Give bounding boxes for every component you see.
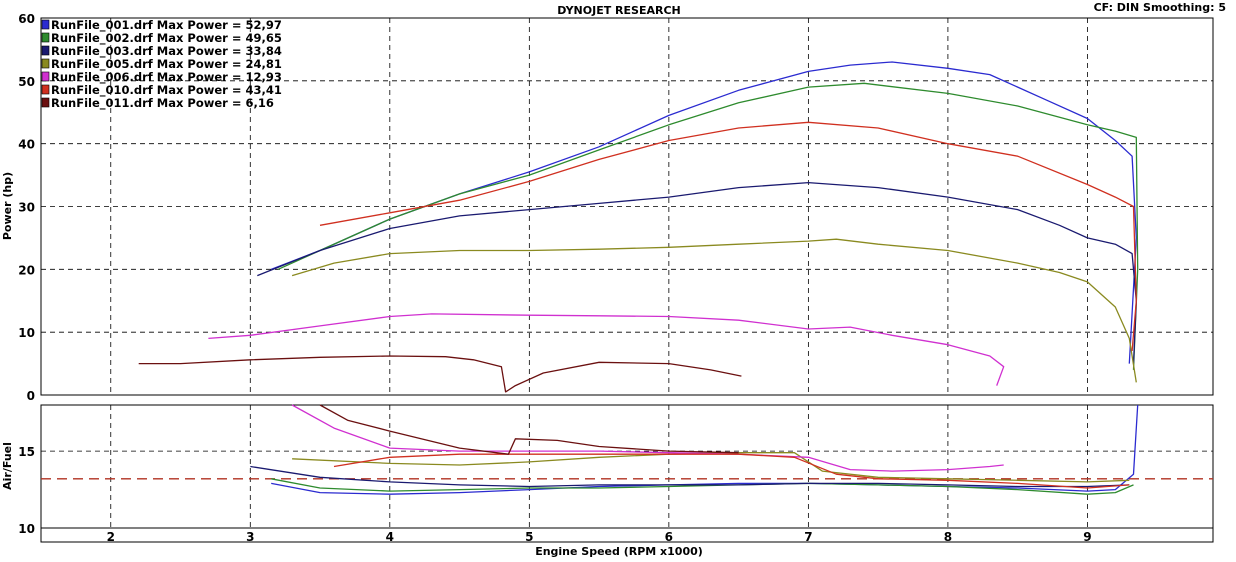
power-line-series-3 [257,181,1137,364]
legend-swatch [41,58,50,69]
x-tick-label: 7 [804,530,812,544]
afr-line-series-4 [292,452,1130,483]
afr-y-tick-label: 10 [18,522,35,536]
power-y-tick-label: 10 [18,326,35,340]
x-axis-label: Engine Speed (RPM x1000) [535,545,703,558]
legend-entry: RunFile_010.drf Max Power = 43,41 [51,83,282,98]
x-tick-label: 2 [107,530,115,544]
x-tick-label: 9 [1083,530,1091,544]
series-lines [138,61,1139,495]
afr-axis-label: Air/Fuel [1,442,14,490]
x-tick-label: 4 [386,530,394,544]
afr-line-series-7 [319,404,739,455]
power-y-tick-label: 30 [18,201,35,215]
chart-settings: CF: DIN Smoothing: 5 [1094,1,1226,14]
legend-swatch [41,97,50,108]
x-tick-label: 8 [944,530,952,544]
power-line-series-7 [138,355,742,393]
legend-entry: RunFile_006.drf Max Power = 12,93 [51,70,282,85]
legend-swatch [41,84,50,95]
power-line-series-5 [208,313,1005,386]
power-axis-label: Power (hp) [1,172,14,240]
legend-swatch [41,45,50,56]
power-y-tick-label: 50 [18,75,35,89]
x-tick-label: 3 [246,530,254,544]
axis-labels: 2 3 4 5 6 7 8 9 0 10 20 30 40 50 60 10 15 [18,12,1091,544]
x-tick-label: 6 [665,530,673,544]
afr-plot-area [40,404,1214,529]
legend-entry: RunFile_003.drf Max Power = 33,84 [51,44,282,59]
legend-entry: RunFile_002.drf Max Power = 49,65 [51,31,282,46]
x-axis-band [40,527,1214,543]
legend-entry: RunFile_011.drf Max Power = 6,16 [51,96,274,111]
power-line-series-6 [319,121,1137,352]
x-tick-label: 5 [525,530,533,544]
chart-title: DYNOJET RESEARCH [557,4,680,17]
power-line-series-2 [277,82,1139,370]
power-line-series-4 [291,238,1137,383]
afr-line-series-5 [291,404,1004,472]
power-y-tick-label: 20 [18,263,35,277]
legend-entry: RunFile_001.drf Max Power = 52,97 [51,18,282,33]
power-y-tick-label: 40 [18,138,35,152]
afr-y-tick-label: 15 [18,445,35,459]
afr-line-series-3 [250,465,1130,488]
power-y-tick-label: 0 [27,389,35,403]
legend-swatch [41,32,50,43]
afr-line-series-1 [271,404,1139,495]
legend: RunFile_001.drf Max Power = 52,97RunFile… [41,18,282,111]
legend-swatch [41,19,50,30]
legend-entry: RunFile_005.drf Max Power = 24,81 [51,57,282,72]
afr-line-series-6 [333,453,1130,489]
legend-swatch [41,71,50,82]
power-y-tick-label: 60 [18,12,35,26]
